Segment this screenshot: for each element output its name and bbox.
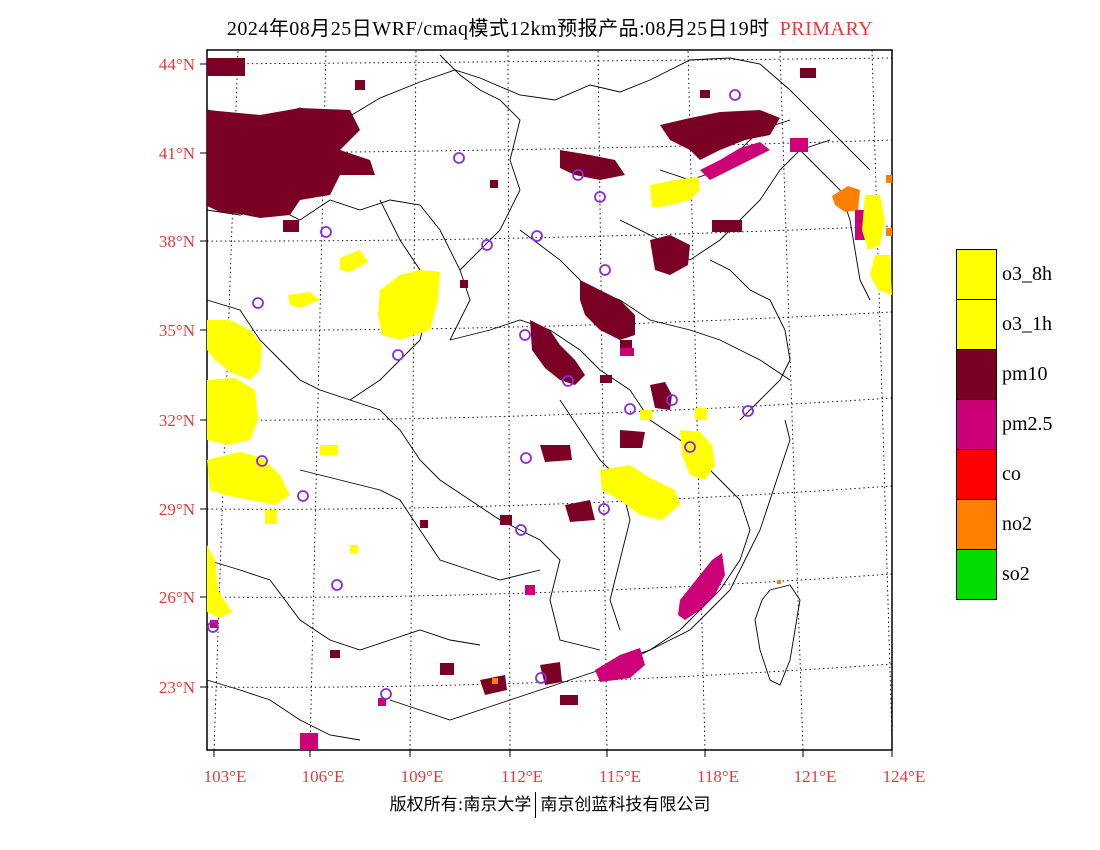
lon-label-103: 103°E — [204, 767, 247, 786]
lat-label-41: 41°N — [159, 144, 195, 163]
lat-label-26: 26°N — [159, 588, 195, 607]
title-text: 2024年08月25日WRF/cmaq模式12km预报产品:08月25日19时 — [226, 18, 770, 40]
lat-label-23: 23°N — [159, 678, 195, 697]
lon-label-124: 124°E — [883, 767, 926, 786]
longitude-labels: 103°E 106°E 109°E 112°E 115°E 118°E 121°… — [204, 767, 926, 786]
pollutant-pm10-regions — [207, 58, 816, 705]
lat-label-38: 38°N — [159, 232, 195, 251]
legend-swatch — [956, 549, 997, 600]
latitude-labels: 44°N 41°N 38°N 35°N 32°N 29°N 26°N 23°N — [159, 55, 195, 697]
lon-label-121: 121°E — [794, 767, 837, 786]
lon-label-112: 112°E — [501, 767, 543, 786]
legend-label: pm2.5 — [1002, 413, 1053, 435]
legend-swatch — [956, 249, 997, 300]
monitoring-stations — [207, 89, 754, 700]
legend-label: no2 — [1002, 513, 1032, 535]
pollutant-no2-regions — [492, 175, 892, 684]
legend-label: o3_1h — [1002, 313, 1052, 335]
legend-swatch — [956, 399, 997, 450]
lon-label-106: 106°E — [302, 767, 345, 786]
legend-label: pm10 — [1002, 363, 1048, 385]
lon-label-118: 118°E — [697, 767, 739, 786]
copyright-right: 南京创蓝科技有限公司 — [540, 795, 711, 815]
pollutant-o3-regions — [207, 177, 892, 618]
lat-label-32: 32°N — [159, 411, 195, 430]
legend-label: o3_8h — [1002, 263, 1052, 285]
copyright-footer: 版权所有:南京大学 南京创蓝科技有限公司 — [0, 790, 1100, 818]
lat-label-44: 44°N — [159, 55, 195, 74]
footer-divider — [535, 792, 537, 818]
axis-ticks — [200, 63, 893, 757]
legend-swatch — [956, 449, 997, 500]
lat-label-35: 35°N — [159, 321, 195, 340]
lat-label-29: 29°N — [159, 500, 195, 519]
map-title: 2024年08月25日WRF/cmaq模式12km预报产品:08月25日19时 P… — [0, 12, 1100, 41]
primary-tag: PRIMARY — [779, 18, 874, 40]
legend-swatch — [956, 349, 997, 400]
lon-label-109: 109°E — [401, 767, 444, 786]
boundaries — [206, 54, 871, 741]
lon-label-115: 115°E — [599, 767, 641, 786]
legend-label: so2 — [1002, 563, 1030, 585]
legend-swatch — [956, 299, 997, 350]
legend-label: co — [1002, 463, 1021, 485]
copyright-left: 版权所有:南京大学 — [389, 795, 532, 815]
legend-swatch — [956, 499, 997, 550]
